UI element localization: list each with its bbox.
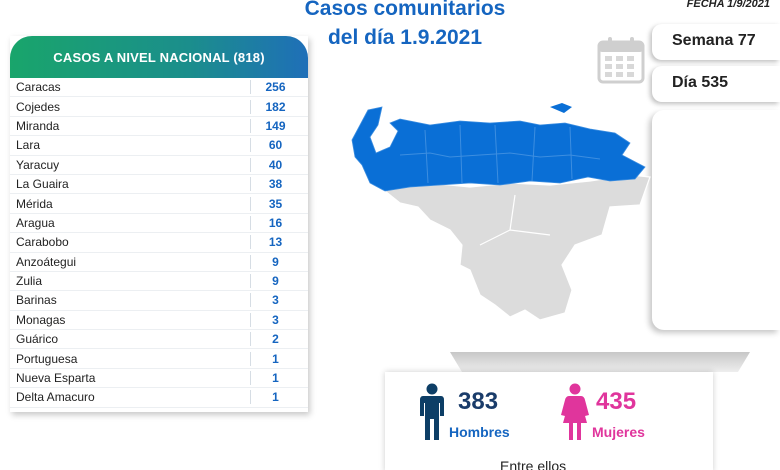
page-title: Casos comunitarios del día 1.9.2021 [290, 0, 520, 52]
state-name: Nueva Esparta [16, 371, 96, 386]
case-count: 182 [250, 99, 300, 114]
state-name: Lara [16, 138, 41, 153]
men-label: Hombres [449, 424, 510, 440]
state-name: Anzoátegui [16, 254, 77, 269]
map-region-grey [378, 174, 651, 321]
table-row: Anzoátegui 9 [10, 253, 308, 272]
case-count: 1 [250, 351, 300, 366]
table-row: Delta Amacuro 1 [10, 388, 308, 408]
men-count: 383 [458, 388, 499, 415]
table-row: Zulia 9 [10, 272, 308, 292]
table-row: Carabobo 13 [10, 233, 308, 253]
man-icon [420, 383, 444, 440]
map-island-margarita [550, 103, 572, 113]
state-name: Guárico [16, 332, 59, 347]
state-name: Miranda [16, 118, 60, 133]
state-name: Cojedes [16, 99, 61, 114]
gender-stats-box [385, 372, 713, 470]
state-name: Barinas [16, 293, 57, 308]
national-cases-panel: CASOS A NIVEL NACIONAL (818) Caracas 256 C… [10, 36, 308, 412]
cases-table: Caracas 256 Cojedes 182 Miranda 149 Lara 60 Yara… [10, 78, 308, 408]
case-count: 3 [250, 312, 300, 327]
panel-header: CASOS A NIVEL NACIONAL (818) [10, 36, 308, 78]
state-name: Portuguesa [16, 351, 78, 366]
case-count: 9 [250, 274, 300, 289]
state-name: Yaracuy [16, 157, 60, 172]
state-name: La Guaira [16, 177, 69, 192]
state-name: Delta Amacuro [16, 390, 95, 405]
table-row: Barinas 3 [10, 291, 308, 311]
women-count: 435 [596, 388, 637, 415]
state-name: Mérida [16, 196, 53, 211]
date-label: FECHA 1/9/2021 [686, 0, 770, 10]
title-line-1: Casos comunitarios [304, 0, 506, 20]
table-row: Aragua 16 [10, 214, 308, 234]
woman-icon [561, 383, 589, 440]
table-row: Portuguesa 1 [10, 349, 308, 369]
case-count: 38 [250, 177, 300, 192]
calendar-icon [597, 37, 645, 84]
case-count: 40 [250, 157, 300, 172]
entre-ellos-text: Entre ellos [500, 458, 567, 470]
table-row: Yaracuy 40 [10, 156, 308, 175]
case-count: 3 [250, 293, 300, 308]
case-count: 1 [250, 390, 300, 405]
table-row: Nueva Esparta 1 [10, 369, 308, 389]
table-row: Guárico 2 [10, 330, 308, 350]
case-count: 149 [250, 118, 300, 133]
state-name: Caracas [16, 80, 61, 95]
case-count: 256 [250, 80, 300, 95]
venezuela-map [351, 103, 651, 321]
stats-pedestal [450, 352, 750, 372]
state-name: Aragua [16, 215, 55, 230]
case-count: 13 [250, 235, 300, 250]
state-name: Monagas [16, 312, 66, 327]
title-line-2: del día 1.9.2021 [327, 26, 483, 49]
table-row: Caracas 256 [10, 78, 308, 98]
table-row: Cojedes 182 [10, 97, 308, 117]
side-decoration [652, 110, 780, 330]
women-label: Mujeres [592, 424, 645, 440]
state-name: Zulia [16, 274, 43, 289]
case-count: 35 [250, 196, 300, 211]
day-badge: Día 535 [652, 66, 780, 102]
case-count: 16 [250, 215, 300, 230]
table-row: Miranda 149 [10, 117, 308, 137]
table-row: Lara 60 [10, 136, 308, 156]
table-row: Mérida 35 [10, 194, 308, 214]
case-count: 60 [250, 138, 300, 153]
table-row: La Guaira 38 [10, 175, 308, 195]
state-name: Carabobo [16, 235, 69, 250]
map-region-blue [351, 106, 646, 192]
table-row: Monagas 3 [10, 311, 308, 331]
case-count: 1 [250, 371, 300, 386]
week-badge: Semana 77 [652, 24, 780, 60]
case-count: 9 [250, 254, 300, 269]
case-count: 2 [250, 332, 300, 347]
